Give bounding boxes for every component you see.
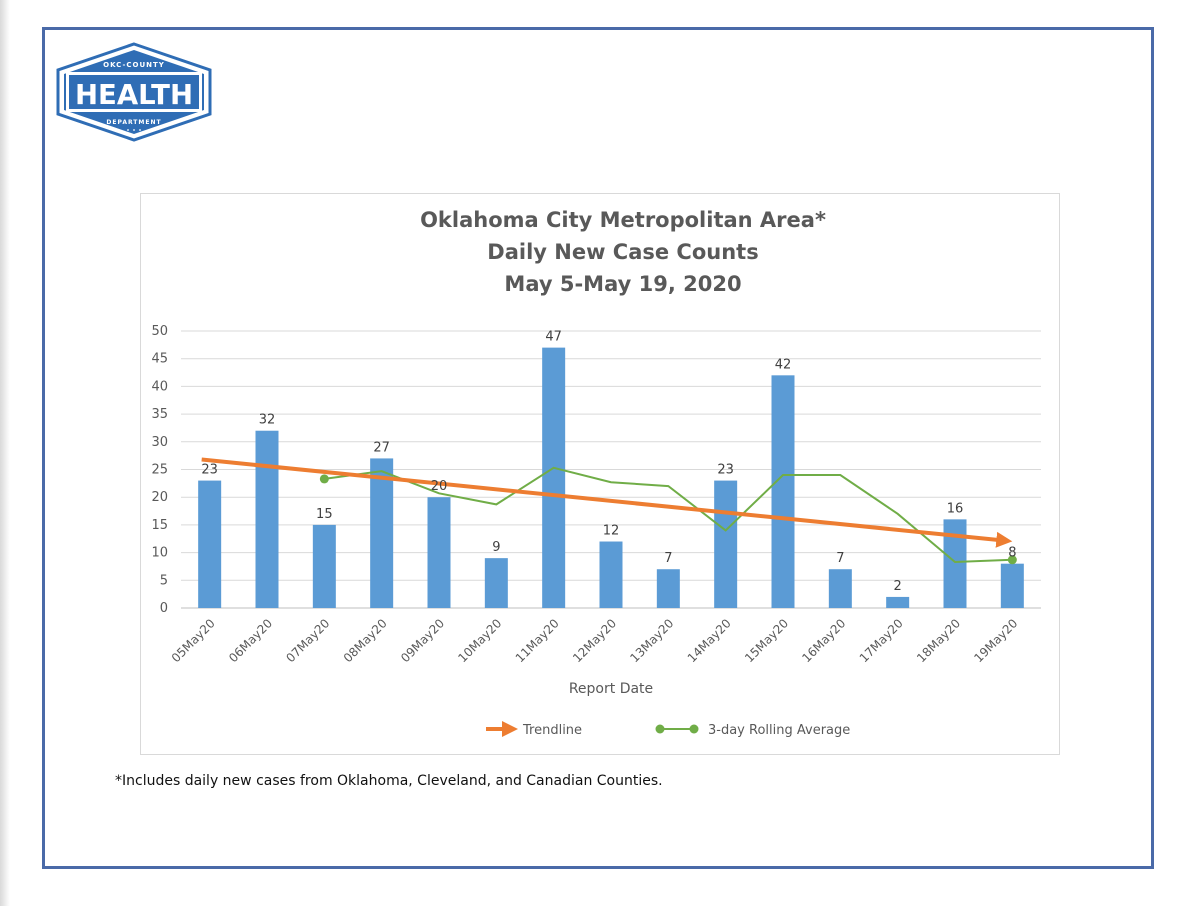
legend-trendline-label: Trendline (522, 723, 582, 738)
bar-data-label: 16 (947, 501, 964, 516)
bar (886, 596, 910, 608)
y-tick-label: 15 (151, 518, 168, 533)
y-tick-label: 45 (151, 352, 168, 367)
x-tick-label: 10May20 (455, 616, 504, 665)
y-tick-label: 0 (160, 601, 168, 616)
bar (771, 375, 795, 608)
bar-data-label: 23 (717, 463, 734, 478)
bar (1000, 563, 1024, 608)
bar-data-label: 23 (201, 463, 218, 478)
bar-data-label: 8 (1008, 546, 1016, 561)
bar-data-label: 12 (603, 524, 620, 539)
bar-data-label: 27 (373, 440, 390, 455)
bar-data-label: 20 (431, 479, 448, 494)
bar (198, 480, 222, 608)
bar-data-label: 2 (894, 579, 902, 594)
y-tick-label: 10 (151, 546, 168, 561)
chart-title-line-1: Oklahoma City Metropolitan Area* (420, 208, 826, 232)
x-tick-label: 17May20 (857, 616, 906, 665)
x-tick-label: 06May20 (226, 616, 275, 665)
y-tick-label: 5 (160, 573, 168, 588)
rolling-average-point (1007, 555, 1017, 565)
chart-title: Oklahoma City Metropolitan Area* Daily N… (140, 204, 1106, 300)
x-tick-label: 15May20 (742, 616, 791, 665)
y-tick-label: 40 (151, 379, 168, 394)
page-edge-shadow (0, 0, 10, 906)
bar-data-label: 47 (545, 330, 562, 345)
bar-data-label: 42 (775, 357, 792, 372)
x-tick-label: 19May20 (971, 616, 1020, 665)
bar (312, 524, 336, 608)
chart-area (140, 193, 1060, 755)
x-tick-label: 14May20 (685, 616, 734, 665)
x-tick-label: 05May20 (169, 616, 218, 665)
footnote: *Includes daily new cases from Oklahoma,… (115, 773, 663, 789)
x-tick-label: 12May20 (570, 616, 619, 665)
logo-bottom-text: DEPARTMENT (106, 119, 161, 126)
x-tick-label: 09May20 (398, 616, 447, 665)
legend-rolling-average-label: 3-day Rolling Average (708, 723, 850, 738)
bar-data-label: 15 (316, 507, 333, 522)
y-tick-label: 35 (151, 407, 168, 422)
bar (943, 519, 967, 608)
x-tick-label: 07May20 (283, 616, 332, 665)
x-tick-label: 08May20 (341, 616, 390, 665)
y-tick-label: 30 (151, 435, 168, 450)
rolling-average-line (324, 466, 1013, 564)
chart-title-line-3: May 5-May 19, 2020 (504, 272, 742, 296)
y-tick-label: 25 (151, 463, 168, 478)
y-tick-label: 20 (151, 490, 168, 505)
x-tick-label: 16May20 (799, 616, 848, 665)
logo-main-text: HEALTH (75, 78, 193, 111)
y-tick-label: 50 (151, 324, 168, 339)
bar (484, 558, 508, 608)
bar (542, 347, 566, 608)
legend-rolling-average-marker (655, 724, 665, 734)
trendline (201, 457, 1013, 548)
bar (599, 541, 623, 608)
bar (714, 480, 738, 608)
bar-data-label: 7 (664, 551, 672, 566)
chart-title-line-2: Daily New Case Counts (487, 240, 759, 264)
bar (828, 569, 852, 608)
x-tick-label: 11May20 (513, 616, 562, 665)
x-tick-label: 18May20 (914, 616, 963, 665)
rolling-average-point (319, 474, 329, 484)
bar-data-label: 32 (259, 413, 276, 428)
bar-data-label: 9 (492, 540, 500, 555)
x-axis-title: Report Date (569, 681, 653, 697)
health-department-logo: OKC-COUNTY HEALTH DEPARTMENT (56, 42, 212, 142)
bar (427, 497, 451, 608)
bar (370, 458, 394, 608)
bar (255, 430, 279, 608)
legend-rolling-average-marker (689, 724, 699, 734)
logo-top-text: OKC-COUNTY (103, 61, 165, 69)
bar-data-label: 7 (836, 551, 844, 566)
bar (656, 569, 680, 608)
x-tick-label: 13May20 (627, 616, 676, 665)
